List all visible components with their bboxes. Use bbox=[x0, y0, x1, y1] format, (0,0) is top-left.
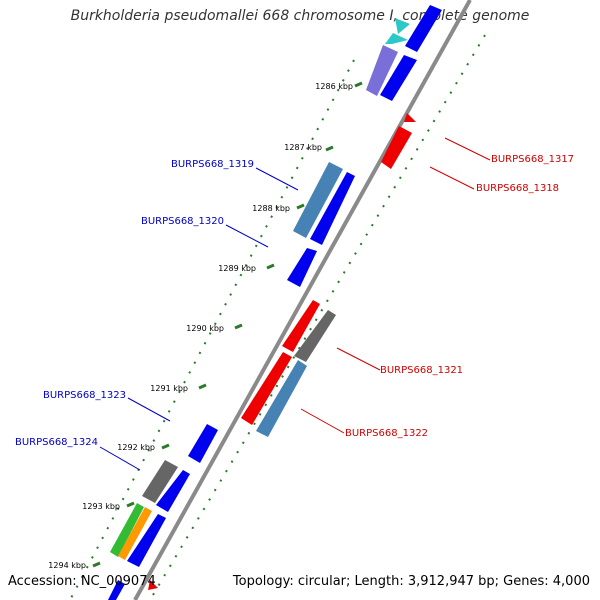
gene-feature bbox=[405, 5, 442, 52]
tick-label-1286: 1286 kbp bbox=[315, 82, 353, 91]
accession-text: Accession: NC_009074 bbox=[8, 574, 156, 589]
gene-label-1319: BURPS668_1319 bbox=[171, 159, 254, 170]
gene-label-1320: BURPS668_1320 bbox=[141, 216, 224, 227]
gene-label-1317: BURPS668_1317 bbox=[491, 154, 574, 165]
tick-marks bbox=[92, 81, 363, 568]
gene-feature bbox=[118, 507, 152, 560]
leader-line-1323 bbox=[127, 397, 171, 422]
gene-feature bbox=[108, 580, 125, 600]
gene-label-1323: BURPS668_1323 bbox=[43, 390, 126, 401]
tick-label-1290: 1290 kbp bbox=[186, 324, 224, 333]
gene-feature bbox=[127, 514, 166, 567]
gene-label-1321: BURPS668_1321 bbox=[380, 365, 463, 376]
gene-feature bbox=[282, 300, 320, 352]
genome-summary-text: Topology: circular; Length: 3,912,947 bp… bbox=[232, 574, 590, 589]
gene-feature bbox=[395, 18, 410, 34]
gene-feature bbox=[366, 45, 398, 96]
tick-label-1287: 1287 kbp bbox=[284, 143, 322, 152]
gene-label-1318: BURPS668_1318 bbox=[476, 183, 559, 194]
gene-feature bbox=[188, 424, 218, 463]
forward-strand-features bbox=[108, 18, 410, 600]
outer-dotted-guide bbox=[149, 34, 486, 600]
tick-label-1289: 1289 kbp bbox=[218, 264, 256, 273]
tick-label-1294: 1294 kbp bbox=[48, 561, 86, 570]
gene-feature bbox=[287, 248, 317, 287]
gene-feature bbox=[156, 470, 190, 512]
leader-line-1321 bbox=[336, 347, 381, 371]
leader-line-1322 bbox=[300, 408, 345, 434]
gene-feature bbox=[380, 55, 417, 101]
leader-line-1324 bbox=[99, 446, 141, 471]
leader-line-1320 bbox=[225, 224, 269, 248]
map-title: Burkholderia pseudomallei 668 chromosome… bbox=[70, 8, 530, 24]
leader-line-1318 bbox=[429, 166, 475, 190]
gene-feature bbox=[385, 33, 408, 44]
gene-feature bbox=[148, 580, 158, 590]
backbone-adjacent-features bbox=[127, 5, 442, 567]
leader-line-1317 bbox=[444, 137, 491, 161]
gene-label-1322: BURPS668_1322 bbox=[345, 428, 428, 439]
chromosome-backbone bbox=[133, 0, 472, 600]
gene-feature bbox=[381, 126, 412, 169]
gene-feature bbox=[241, 352, 292, 425]
reverse-strand-features bbox=[148, 113, 416, 590]
gene-feature bbox=[256, 360, 307, 437]
gene-label-1324: BURPS668_1324 bbox=[15, 437, 98, 448]
tick-label-1293: 1293 kbp bbox=[82, 502, 120, 511]
tick-label-1292: 1292 kbp bbox=[117, 443, 155, 452]
gene-feature bbox=[294, 310, 336, 362]
tick-label-1291: 1291 kbp bbox=[150, 384, 188, 393]
gene-feature bbox=[404, 113, 416, 122]
gene-feature bbox=[293, 162, 343, 238]
gene-feature bbox=[310, 172, 355, 245]
tick-label-1288: 1288 kbp bbox=[252, 204, 290, 213]
leader-line-1319 bbox=[255, 167, 299, 191]
gene-feature bbox=[110, 503, 144, 557]
gene-feature bbox=[142, 460, 178, 503]
